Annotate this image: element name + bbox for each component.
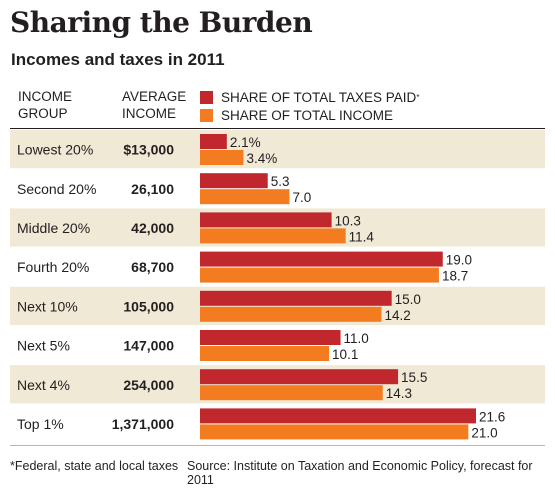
average-income-header: AVERAGE INCOME bbox=[122, 88, 186, 122]
chart-title: Sharing the Burden bbox=[10, 6, 313, 39]
taxes-value-label: 11.0 bbox=[344, 331, 369, 346]
average-income-value: 26,100 bbox=[131, 181, 174, 197]
income-value-label: 18.7 bbox=[442, 269, 468, 284]
category-label: Middle 20% bbox=[17, 220, 90, 236]
income-value-label: 14.3 bbox=[386, 386, 412, 401]
income-bar bbox=[200, 424, 469, 440]
income-bar bbox=[200, 346, 330, 361]
footnote: *Federal, state and local taxes bbox=[10, 459, 179, 473]
category-label: Next 4% bbox=[17, 377, 70, 393]
taxes-bar bbox=[200, 134, 227, 149]
taxes-bar bbox=[200, 290, 392, 306]
taxes-value-label: 15.0 bbox=[395, 292, 421, 307]
income-bar bbox=[200, 228, 346, 244]
header-divider bbox=[10, 128, 545, 129]
source-note: Source: Institute on Taxation and Econom… bbox=[187, 459, 533, 487]
taxes-value-label: 2.1% bbox=[230, 135, 261, 150]
legend-taxes: SHARE OF TOTAL TAXES PAID * bbox=[200, 89, 419, 105]
category-label: Second 20% bbox=[17, 181, 96, 197]
taxes-value-label: 10.3 bbox=[335, 213, 361, 228]
average-income-value: 105,000 bbox=[123, 298, 174, 314]
income-value-label: 11.4 bbox=[349, 229, 375, 244]
taxes-value-label: 21.6 bbox=[479, 409, 505, 424]
average-income-header-line2: INCOME bbox=[122, 106, 176, 121]
legend-income-label: SHARE OF TOTAL INCOME bbox=[221, 107, 394, 123]
average-income-value: $13,000 bbox=[123, 142, 174, 158]
taxes-bar bbox=[200, 408, 476, 424]
average-income-value: 1,371,000 bbox=[112, 416, 174, 432]
taxes-value-label: 19.0 bbox=[446, 253, 472, 268]
taxes-value-label: 15.5 bbox=[401, 370, 427, 385]
income-bar bbox=[200, 189, 290, 205]
income-bar bbox=[200, 385, 383, 401]
legend-taxes-swatch bbox=[200, 90, 213, 104]
income-bar bbox=[200, 306, 382, 322]
legend-income: SHARE OF TOTAL INCOME bbox=[200, 107, 393, 123]
income-group-header-line2: GROUP bbox=[18, 106, 68, 121]
taxes-bar bbox=[200, 173, 268, 189]
taxes-bar bbox=[200, 369, 399, 385]
average-income-value: 147,000 bbox=[123, 338, 174, 354]
category-label: Next 10% bbox=[17, 298, 78, 314]
taxes-bar bbox=[200, 330, 341, 345]
average-income-value: 42,000 bbox=[131, 220, 174, 236]
income-value-label: 3.4% bbox=[246, 151, 277, 166]
income-bar bbox=[200, 267, 439, 283]
legend-taxes-marker: * bbox=[416, 92, 420, 102]
average-income-value: 254,000 bbox=[123, 377, 174, 393]
category-label: Lowest 20% bbox=[17, 142, 93, 158]
average-income-value: 68,700 bbox=[131, 259, 174, 275]
category-label: Top 1% bbox=[17, 416, 64, 432]
income-value-label: 14.2 bbox=[384, 308, 410, 323]
income-value-label: 21.0 bbox=[471, 425, 497, 440]
taxes-bar bbox=[200, 212, 332, 228]
income-group-header-line1: INCOME bbox=[18, 89, 72, 104]
footer-divider bbox=[10, 445, 545, 446]
income-value-label: 10.1 bbox=[332, 347, 358, 362]
income-bar bbox=[200, 150, 244, 165]
chart-subtitle: Incomes and taxes in 2011 bbox=[11, 50, 225, 69]
income-group-header: INCOME GROUP bbox=[18, 88, 72, 122]
taxes-value-label: 5.3 bbox=[271, 174, 290, 189]
income-value-label: 7.0 bbox=[292, 190, 311, 205]
legend-income-swatch bbox=[200, 108, 213, 122]
taxes-bar bbox=[200, 251, 443, 267]
category-label: Next 5% bbox=[17, 338, 70, 354]
category-label: Fourth 20% bbox=[17, 259, 89, 275]
row-band bbox=[10, 130, 545, 169]
legend-taxes-label: SHARE OF TOTAL TAXES PAID bbox=[221, 89, 417, 105]
average-income-header-line1: AVERAGE bbox=[122, 89, 187, 104]
